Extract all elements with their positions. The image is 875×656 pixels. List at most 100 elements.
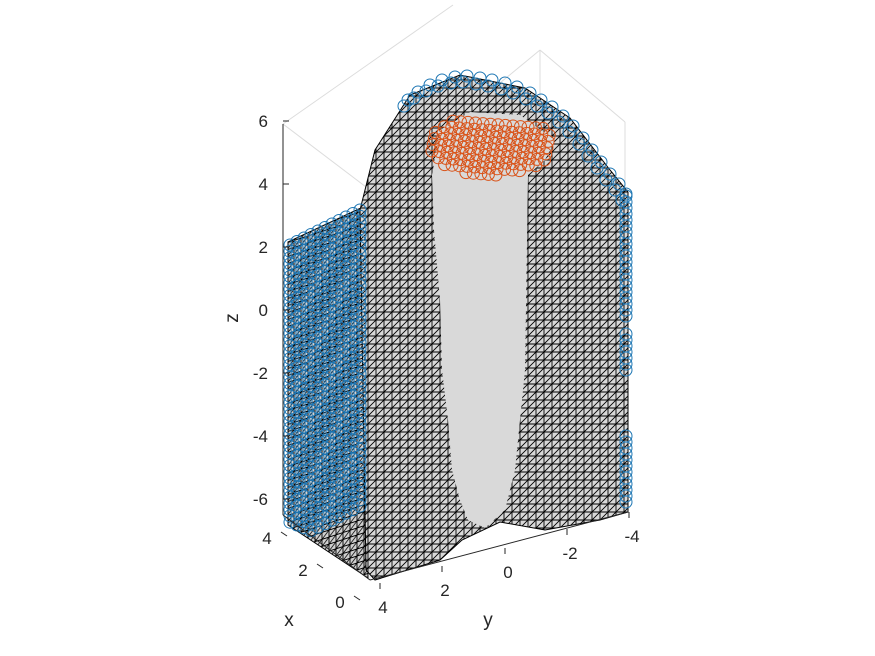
marker-point bbox=[290, 316, 304, 330]
marker-point bbox=[290, 342, 304, 356]
marker-point bbox=[332, 497, 346, 511]
mesh-body bbox=[287, 74, 629, 581]
marker-point bbox=[332, 466, 346, 479]
marker-point bbox=[325, 375, 339, 388]
y-tick-label: 4 bbox=[378, 598, 387, 617]
marker-point bbox=[332, 503, 346, 517]
marker-point bbox=[311, 445, 325, 458]
marker-point bbox=[290, 468, 304, 482]
marker-point bbox=[318, 359, 332, 373]
marker-point bbox=[325, 513, 339, 527]
x-tick-label: 2 bbox=[298, 561, 307, 580]
marker-point bbox=[332, 245, 346, 259]
marker-point bbox=[311, 319, 325, 332]
marker-point bbox=[339, 374, 353, 388]
marker-point bbox=[318, 252, 332, 266]
marker-point bbox=[339, 298, 353, 312]
marker-point bbox=[297, 244, 311, 258]
marker-point bbox=[290, 348, 304, 362]
marker-point bbox=[290, 335, 304, 349]
marker-point bbox=[290, 298, 304, 311]
marker-point bbox=[346, 421, 360, 435]
marker-point bbox=[318, 384, 332, 398]
marker-point bbox=[353, 329, 367, 343]
marker-point bbox=[297, 401, 311, 415]
marker-point bbox=[339, 468, 353, 482]
marker-point bbox=[304, 423, 318, 437]
marker-point bbox=[304, 379, 318, 393]
marker-point bbox=[572, 137, 586, 151]
marker-point bbox=[339, 405, 353, 419]
marker-point bbox=[318, 479, 332, 493]
marker-point bbox=[297, 521, 311, 535]
marker-point bbox=[325, 274, 339, 288]
marker-point bbox=[346, 408, 360, 422]
marker-point bbox=[339, 317, 353, 331]
marker-point bbox=[304, 328, 318, 342]
marker-point bbox=[325, 368, 339, 382]
marker-point bbox=[339, 386, 353, 400]
marker-point bbox=[297, 452, 311, 465]
marker-point bbox=[290, 436, 304, 450]
marker-point bbox=[353, 285, 367, 299]
grid-line bbox=[282, 4, 454, 125]
marker-point bbox=[283, 452, 297, 466]
marker-point bbox=[325, 507, 339, 521]
marker-point bbox=[466, 166, 480, 180]
marker-point bbox=[339, 399, 353, 413]
marker-point bbox=[339, 336, 353, 350]
marker-point bbox=[353, 228, 367, 242]
marker-point bbox=[346, 484, 360, 498]
marker-point bbox=[346, 414, 360, 428]
marker-point bbox=[353, 323, 367, 337]
grid-line bbox=[539, 49, 626, 123]
marker-point bbox=[311, 432, 325, 446]
marker-point bbox=[304, 398, 318, 412]
marker-point bbox=[318, 504, 332, 518]
marker-point bbox=[339, 210, 353, 224]
marker-point bbox=[506, 86, 520, 100]
marker-point bbox=[339, 330, 353, 344]
marker-point bbox=[304, 366, 318, 380]
marker-point bbox=[332, 440, 346, 454]
marker-point bbox=[456, 75, 470, 89]
marker-point bbox=[346, 402, 360, 416]
z-tick-label: 2 bbox=[259, 238, 268, 257]
marker-point bbox=[311, 337, 325, 351]
marker-point bbox=[346, 333, 360, 346]
marker-point bbox=[339, 248, 353, 262]
marker-point bbox=[297, 288, 311, 302]
marker-point bbox=[283, 515, 297, 529]
marker-point bbox=[318, 284, 332, 297]
mesh-cut-plane bbox=[432, 112, 555, 528]
marker-point bbox=[346, 358, 360, 372]
marker-point bbox=[332, 371, 346, 385]
marker-point bbox=[297, 363, 311, 377]
marker-point bbox=[283, 307, 297, 321]
marker-point bbox=[332, 226, 346, 240]
marker-point bbox=[311, 230, 325, 244]
marker-point bbox=[339, 229, 353, 243]
marker-point bbox=[297, 382, 311, 396]
marker-point bbox=[332, 478, 346, 492]
marker-point bbox=[283, 484, 297, 498]
marker-point bbox=[325, 419, 339, 433]
marker-point bbox=[297, 332, 311, 346]
marker-point bbox=[325, 223, 339, 237]
marker-point bbox=[318, 347, 332, 360]
marker-point bbox=[290, 304, 304, 318]
marker-point bbox=[346, 396, 360, 409]
x-axis-label: x bbox=[284, 610, 294, 631]
x-tick-mark bbox=[353, 595, 361, 601]
marker-point bbox=[619, 309, 633, 323]
marker-point bbox=[304, 360, 318, 374]
marker-point bbox=[311, 249, 325, 263]
marker-point bbox=[353, 493, 367, 507]
marker-point bbox=[290, 474, 304, 488]
marker-point bbox=[297, 458, 311, 472]
marker-point bbox=[353, 310, 367, 324]
z-axis-label: z bbox=[222, 313, 243, 323]
marker-point bbox=[346, 496, 360, 510]
marker-point bbox=[318, 277, 332, 291]
marker-point bbox=[332, 377, 346, 391]
